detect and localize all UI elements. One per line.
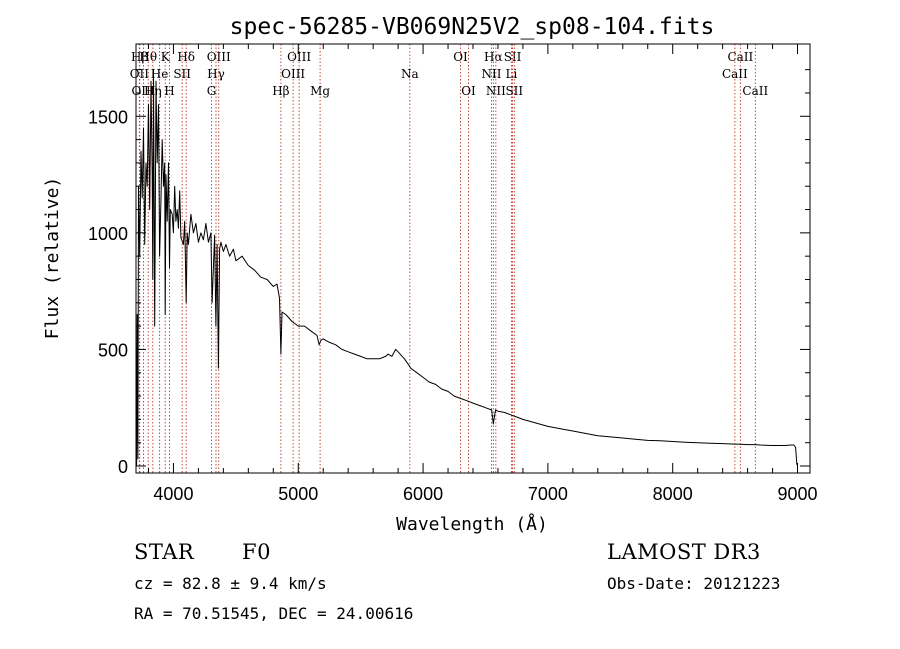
- plot-frame: [135, 43, 811, 474]
- emission-line-label-10: OIII: [207, 50, 231, 64]
- x-tick-label-4: 8000: [653, 484, 693, 504]
- object-subclass: F0: [242, 540, 271, 564]
- emission-line-label-25: SII: [505, 84, 523, 98]
- emission-line-markers: Hβ OII OIII Hθ Hη He K H SII Hδ OIII Hγ G Hβ OIII OIII M…: [130, 44, 768, 473]
- y-tick-label-3: 1500: [88, 107, 128, 127]
- y-tick-label-2: 1000: [88, 224, 128, 244]
- emission-line-label-7: H: [164, 84, 174, 98]
- emission-line-label-26: CaII: [727, 50, 753, 64]
- obs-date: Obs-Date: 20121223: [607, 574, 781, 593]
- x-axis: 4000 5000 6000 7000 8000 9000: [147, 44, 818, 504]
- emission-line-label-0: Hβ: [131, 50, 148, 64]
- emission-line-label-15: OIII: [281, 67, 305, 81]
- y-axis-label: Flux (relative): [42, 177, 63, 340]
- emission-line-label-4: Hη: [144, 84, 162, 98]
- x-tick-label-5: 9000: [777, 484, 817, 504]
- emission-line-label-17: Na: [401, 67, 419, 81]
- emission-line-label-8: SII: [173, 67, 191, 81]
- emission-line-label-18: OI: [453, 50, 468, 64]
- emission-line-label-28: CaII: [742, 84, 768, 98]
- emission-line-label-20: Hα: [484, 50, 503, 64]
- emission-line-label-22: NII: [486, 84, 506, 98]
- emission-line-label-14: OIII: [287, 50, 311, 64]
- emission-line-label-6: K: [161, 50, 171, 64]
- emission-line-label-5: He: [151, 67, 169, 81]
- coordinates: RA = 70.51545, DEC = 24.00616: [134, 604, 414, 623]
- object-class: STAR: [134, 540, 195, 564]
- emission-line-label-12: G: [207, 84, 217, 98]
- spectrum-chart: spec-56285-VB069N25V2_sp08-104.fits Hβ OI…: [42, 14, 818, 535]
- x-tick-label-3: 7000: [528, 484, 568, 504]
- emission-line-label-11: Hγ: [207, 67, 225, 81]
- emission-line-label-16: Mg: [310, 84, 330, 98]
- x-axis-label: Wavelength (Å): [396, 513, 548, 535]
- emission-line-label-23: SII: [504, 50, 522, 64]
- y-axis: 0 500 1000 1500: [88, 69, 810, 477]
- x-tick-label-2: 6000: [403, 484, 443, 504]
- x-tick-label-0: 4000: [153, 484, 193, 504]
- emission-line-label-9: Hδ: [177, 50, 195, 64]
- emission-line-label-24: Li: [506, 67, 518, 81]
- emission-line-label-3: Hθ: [139, 50, 157, 64]
- emission-line-label-27: CaII: [722, 67, 748, 81]
- emission-line-label-13: Hβ: [272, 84, 289, 98]
- emission-line-label-19: OI: [461, 84, 476, 98]
- emission-line-label-21: NII: [481, 67, 501, 81]
- emission-line-label-2: OIII: [131, 84, 155, 98]
- spectrum-line: [136, 69, 798, 467]
- redshift-value: cz = 82.8 ± 9.4 km/s: [134, 574, 327, 593]
- spectrum-series: [136, 69, 798, 467]
- x-tick-label-1: 5000: [278, 484, 318, 504]
- emission-line-label-1: OII: [130, 67, 150, 81]
- y-tick-label-1: 500: [98, 340, 128, 360]
- survey-name: LAMOST DR3: [607, 540, 761, 564]
- y-tick-label-0: 0: [118, 457, 128, 477]
- chart-title: spec-56285-VB069N25V2_sp08-104.fits: [230, 14, 715, 40]
